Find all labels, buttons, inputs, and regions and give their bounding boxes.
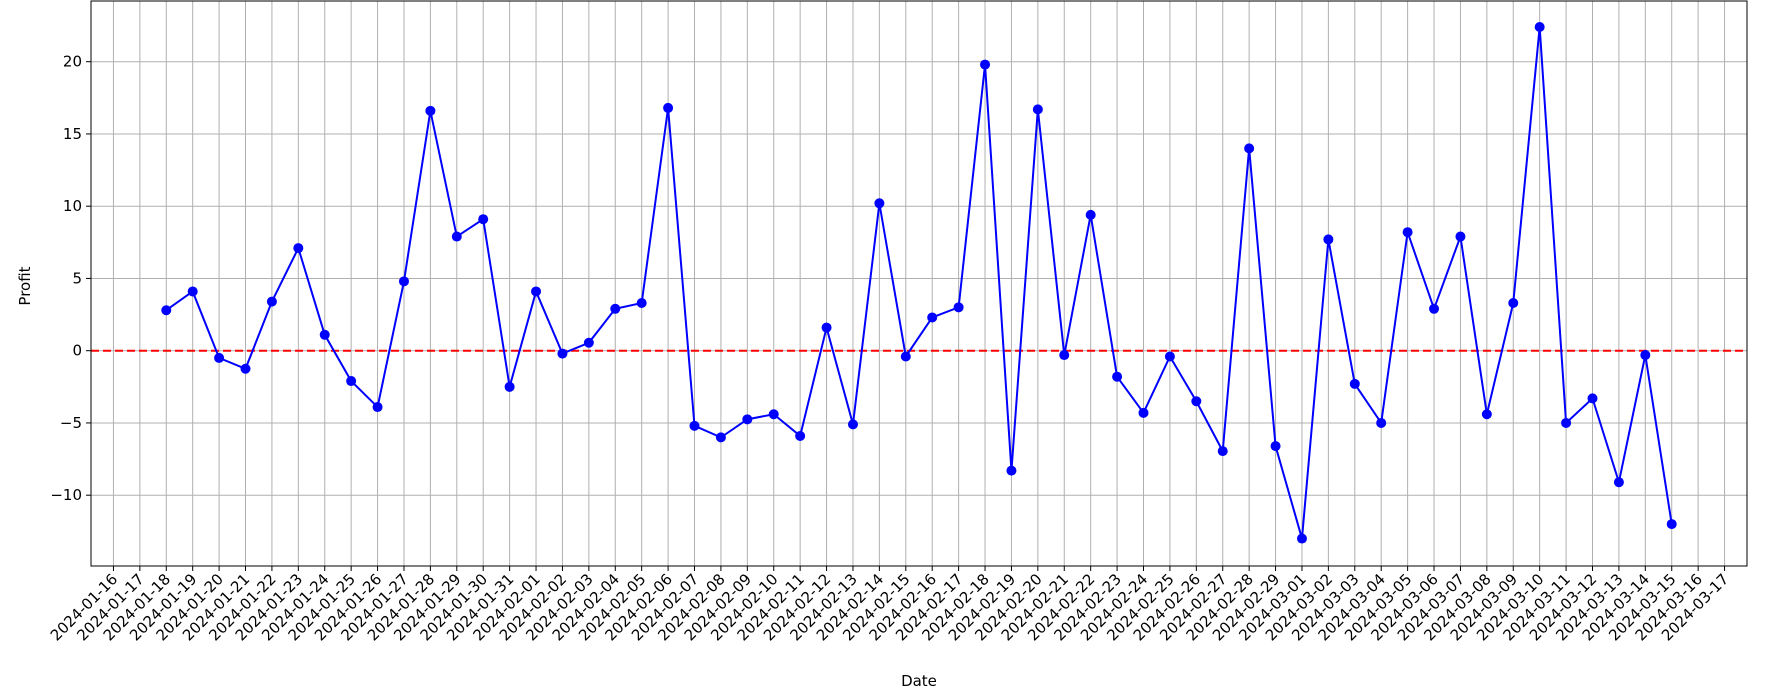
y-tick-label: −10	[50, 486, 82, 504]
data-point	[1666, 519, 1677, 530]
data-point	[610, 303, 621, 314]
x-axis-label: Date	[901, 672, 937, 690]
data-point	[847, 419, 858, 430]
data-point	[1587, 393, 1598, 404]
y-tick-label: 10	[63, 197, 82, 215]
data-point	[1138, 407, 1149, 418]
data-point	[953, 302, 964, 313]
data-point	[240, 363, 251, 374]
data-point	[161, 305, 172, 316]
data-point	[425, 105, 436, 116]
data-point	[1534, 22, 1545, 33]
data-point	[1059, 350, 1070, 361]
series-line	[165, 26, 1673, 539]
data-point	[1164, 351, 1175, 362]
data-point	[504, 381, 515, 392]
data-point	[1296, 533, 1307, 544]
data-point	[1455, 231, 1466, 242]
data-point	[768, 409, 779, 420]
y-axis-label: Profit	[16, 266, 34, 305]
data-point	[1349, 378, 1360, 389]
y-tick-label: 15	[63, 125, 82, 143]
data-point	[821, 322, 832, 333]
data-point	[663, 102, 674, 113]
data-point	[1244, 143, 1255, 154]
y-tick-label: 5	[72, 269, 82, 287]
data-point	[214, 352, 225, 363]
data-point	[1191, 396, 1202, 407]
data-point	[927, 312, 938, 323]
data-point	[636, 298, 647, 309]
data-point	[1032, 104, 1043, 115]
plot-frame	[90, 0, 1748, 567]
data-point	[1376, 417, 1387, 428]
data-point	[531, 286, 542, 297]
data-point	[715, 432, 726, 443]
data-point	[1481, 409, 1492, 420]
data-point	[1217, 446, 1228, 457]
y-tick-label: −5	[60, 414, 82, 432]
data-point	[372, 402, 383, 413]
data-point	[398, 276, 409, 287]
data-point	[1112, 371, 1123, 382]
data-point	[1613, 477, 1624, 488]
data-point	[478, 214, 489, 225]
data-point	[742, 414, 753, 425]
data-point	[1429, 303, 1440, 314]
data-point	[451, 231, 462, 242]
data-point	[689, 420, 700, 431]
data-point	[557, 348, 568, 359]
data-point	[1402, 227, 1413, 238]
data-point	[980, 59, 991, 70]
data-point	[795, 430, 806, 441]
data-point	[1323, 234, 1334, 245]
data-point	[1270, 441, 1281, 452]
data-point	[1085, 209, 1096, 220]
data-point	[583, 337, 594, 348]
data-point	[293, 243, 304, 254]
y-tick-label: 20	[63, 53, 82, 71]
data-point	[187, 286, 198, 297]
data-point	[900, 351, 911, 362]
data-point	[319, 329, 330, 340]
data-point	[1006, 465, 1017, 476]
data-point	[346, 376, 357, 387]
y-tick-label: 0	[72, 342, 82, 360]
data-point	[1508, 298, 1519, 309]
data-point	[1561, 417, 1572, 428]
data-point	[874, 198, 885, 209]
data-point	[1640, 350, 1651, 361]
data-point	[266, 296, 277, 307]
